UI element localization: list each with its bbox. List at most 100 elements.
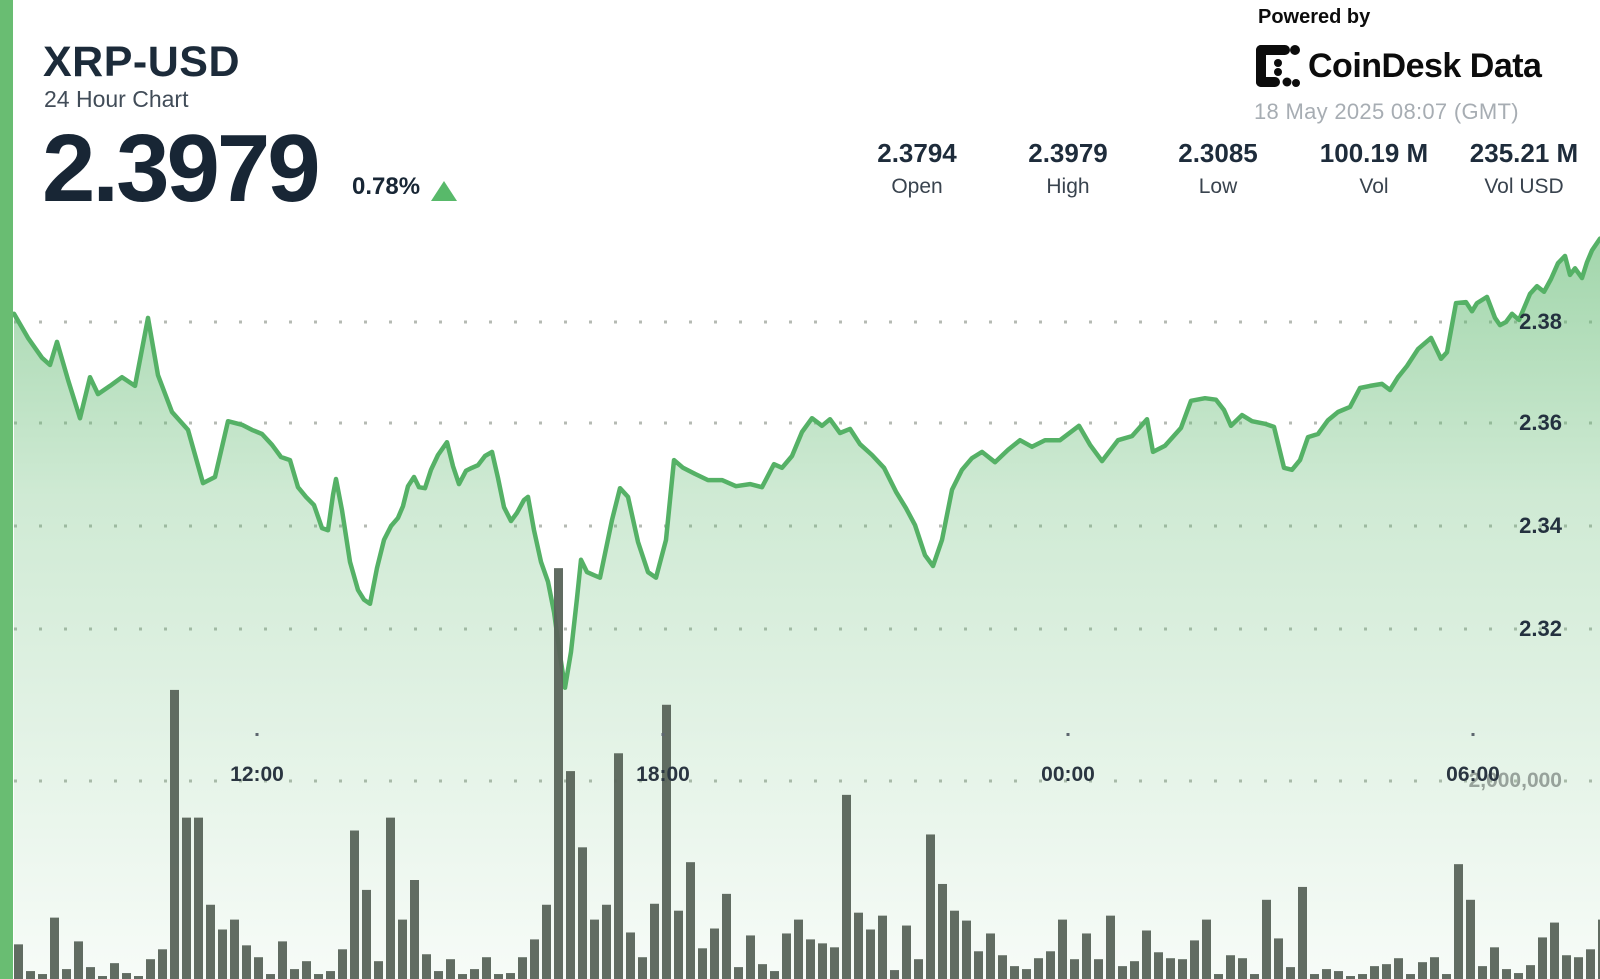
volume-bar[interactable]: [710, 928, 719, 979]
volume-bar[interactable]: [194, 817, 203, 979]
volume-bar[interactable]: [1238, 958, 1247, 979]
volume-bar[interactable]: [302, 961, 311, 979]
volume-bar[interactable]: [410, 880, 419, 979]
volume-bar[interactable]: [1226, 955, 1235, 979]
volume-bar[interactable]: [686, 862, 695, 979]
volume-bar[interactable]: [1346, 976, 1355, 979]
volume-bar[interactable]: [494, 974, 503, 979]
volume-bar[interactable]: [26, 971, 35, 979]
volume-bar[interactable]: [74, 941, 83, 979]
volume-bar[interactable]: [1046, 951, 1055, 979]
volume-bar[interactable]: [734, 967, 743, 979]
volume-bar[interactable]: [230, 919, 239, 979]
volume-bar[interactable]: [590, 919, 599, 979]
volume-bar[interactable]: [842, 794, 851, 979]
volume-bar[interactable]: [38, 974, 47, 979]
volume-bar[interactable]: [1058, 919, 1067, 979]
volume-bar[interactable]: [1466, 899, 1475, 979]
volume-bar[interactable]: [1298, 886, 1307, 979]
volume-bar[interactable]: [1178, 959, 1187, 979]
volume-bar[interactable]: [1370, 966, 1379, 979]
volume-bar[interactable]: [530, 939, 539, 979]
volume-bar[interactable]: [674, 910, 683, 979]
volume-bar[interactable]: [926, 834, 935, 979]
volume-bar[interactable]: [134, 976, 143, 979]
volume-bar[interactable]: [86, 967, 95, 979]
volume-bar[interactable]: [1334, 971, 1343, 979]
volume-bar[interactable]: [1574, 957, 1583, 979]
volume-bar[interactable]: [854, 912, 863, 979]
volume-bar[interactable]: [974, 951, 983, 979]
volume-bar[interactable]: [698, 948, 707, 979]
volume-bar[interactable]: [866, 929, 875, 979]
volume-bar[interactable]: [1418, 962, 1427, 979]
volume-bar[interactable]: [962, 920, 971, 979]
volume-bar[interactable]: [1490, 947, 1499, 979]
volume-bar[interactable]: [1010, 966, 1019, 979]
volume-bar[interactable]: [446, 959, 455, 979]
volume-bar[interactable]: [290, 969, 299, 979]
volume-bar[interactable]: [1274, 938, 1283, 979]
volume-bar[interactable]: [830, 947, 839, 979]
volume-bar[interactable]: [1478, 966, 1487, 979]
volume-bar[interactable]: [1382, 964, 1391, 979]
volume-bar[interactable]: [794, 919, 803, 979]
volume-bar[interactable]: [758, 964, 767, 979]
volume-bar[interactable]: [890, 970, 899, 979]
volume-bar[interactable]: [1202, 919, 1211, 979]
volume-bar[interactable]: [254, 957, 263, 979]
volume-bar[interactable]: [638, 957, 647, 979]
volume-bar[interactable]: [398, 919, 407, 979]
volume-bar[interactable]: [422, 954, 431, 979]
volume-bar[interactable]: [1454, 864, 1463, 979]
volume-bar[interactable]: [98, 976, 107, 979]
volume-bar[interactable]: [1442, 974, 1451, 979]
volume-bar[interactable]: [1250, 974, 1259, 979]
volume-bar[interactable]: [374, 961, 383, 979]
volume-bar[interactable]: [206, 904, 215, 979]
volume-bar[interactable]: [242, 945, 251, 979]
volume-bar[interactable]: [470, 969, 479, 979]
volume-bar[interactable]: [110, 963, 119, 979]
volume-bar[interactable]: [278, 941, 287, 979]
volume-bar[interactable]: [878, 915, 887, 979]
volume-bar[interactable]: [122, 973, 131, 979]
volume-bar[interactable]: [458, 974, 467, 979]
volume-bar[interactable]: [782, 933, 791, 979]
volume-bar[interactable]: [386, 817, 395, 979]
volume-bar[interactable]: [1022, 969, 1031, 979]
volume-bar[interactable]: [722, 893, 731, 979]
volume-bar[interactable]: [518, 957, 527, 979]
volume-bar[interactable]: [1262, 899, 1271, 979]
volume-bar[interactable]: [1154, 952, 1163, 979]
volume-bar[interactable]: [1586, 949, 1595, 979]
volume-bar[interactable]: [1430, 957, 1439, 979]
volume-bar[interactable]: [218, 929, 227, 979]
volume-bar[interactable]: [1514, 973, 1523, 979]
volume-bar[interactable]: [1070, 959, 1079, 979]
volume-bar[interactable]: [1142, 930, 1151, 979]
volume-bar[interactable]: [146, 959, 155, 979]
volume-bar[interactable]: [1562, 955, 1571, 979]
volume-bar[interactable]: [986, 933, 995, 979]
volume-bar[interactable]: [1106, 915, 1115, 979]
volume-bar[interactable]: [1286, 967, 1295, 979]
volume-bar[interactable]: [1214, 974, 1223, 979]
volume-bar[interactable]: [314, 974, 323, 979]
volume-bar[interactable]: [362, 889, 371, 979]
volume-bar[interactable]: [14, 944, 23, 979]
volume-bar[interactable]: [170, 689, 179, 979]
volume-bar[interactable]: [806, 939, 815, 979]
volume-bar[interactable]: [1538, 937, 1547, 979]
volume-bar[interactable]: [578, 847, 587, 979]
volume-bar[interactable]: [1190, 940, 1199, 979]
volume-bar[interactable]: [914, 959, 923, 979]
volume-bar[interactable]: [158, 949, 167, 979]
volume-bar[interactable]: [938, 883, 947, 979]
volume-bar[interactable]: [326, 971, 335, 979]
volume-bar[interactable]: [1310, 974, 1319, 979]
volume-bar[interactable]: [542, 904, 551, 979]
volume-bar[interactable]: [662, 704, 671, 979]
volume-bar[interactable]: [62, 969, 71, 979]
volume-bar[interactable]: [614, 753, 623, 979]
